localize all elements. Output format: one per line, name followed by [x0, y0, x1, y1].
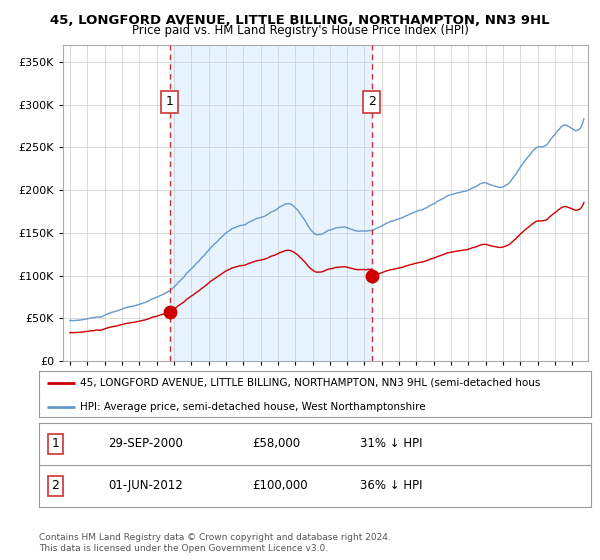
Text: 29-SEP-2000: 29-SEP-2000: [108, 437, 183, 450]
Bar: [170, 45, 372, 361]
Text: 1: 1: [51, 437, 59, 450]
Text: 31% ↓ HPI: 31% ↓ HPI: [360, 437, 422, 450]
Text: £58,000: £58,000: [252, 437, 300, 450]
Text: 1: 1: [166, 95, 173, 108]
Text: 36% ↓ HPI: 36% ↓ HPI: [360, 479, 422, 492]
Text: 45, LONGFORD AVENUE, LITTLE BILLING, NORTHAMPTON, NN3 9HL (semi-detached hous: 45, LONGFORD AVENUE, LITTLE BILLING, NOR…: [80, 378, 541, 388]
Text: 45, LONGFORD AVENUE, LITTLE BILLING, NORTHAMPTON, NN3 9HL: 45, LONGFORD AVENUE, LITTLE BILLING, NOR…: [50, 14, 550, 27]
Text: Contains HM Land Registry data © Crown copyright and database right 2024.
This d: Contains HM Land Registry data © Crown c…: [39, 533, 391, 553]
Text: 2: 2: [51, 479, 59, 492]
Text: HPI: Average price, semi-detached house, West Northamptonshire: HPI: Average price, semi-detached house,…: [80, 402, 426, 412]
Text: Price paid vs. HM Land Registry's House Price Index (HPI): Price paid vs. HM Land Registry's House …: [131, 24, 469, 37]
Text: 2: 2: [368, 95, 376, 108]
Text: £100,000: £100,000: [252, 479, 308, 492]
Text: 01-JUN-2012: 01-JUN-2012: [108, 479, 183, 492]
